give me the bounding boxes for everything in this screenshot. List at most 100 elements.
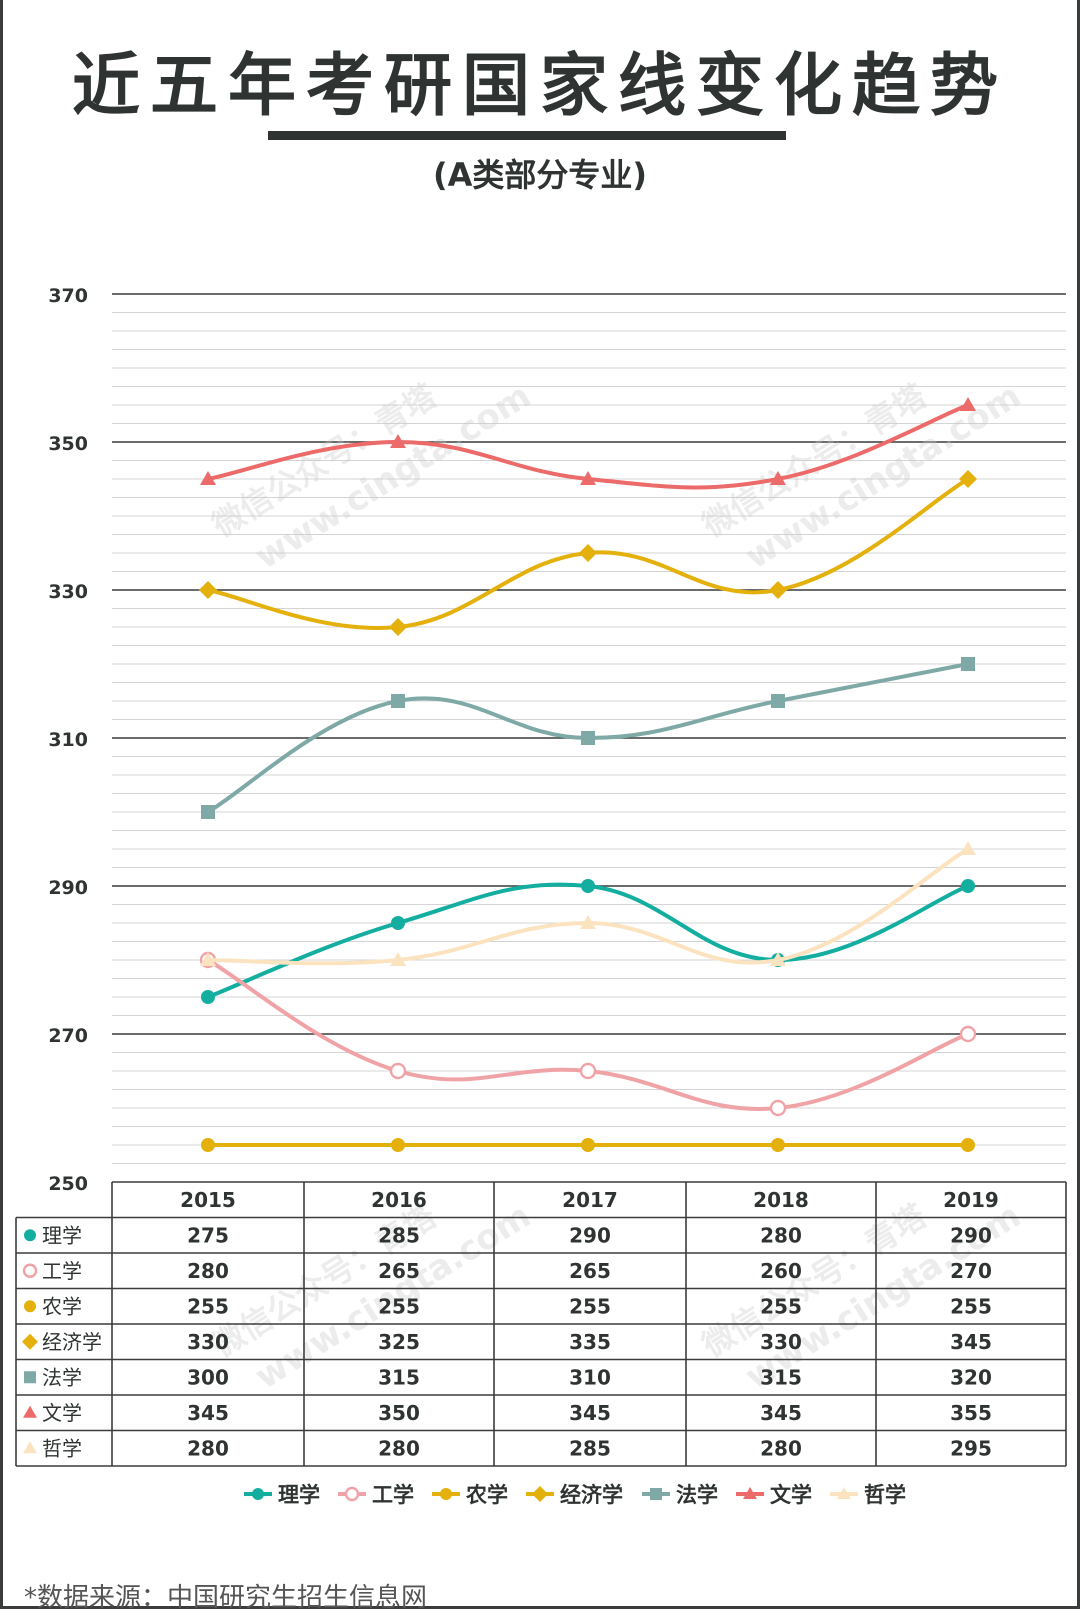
legend-label: 法学 (676, 1483, 718, 1507)
legend-label: 工学 (372, 1483, 414, 1507)
legend-marker (344, 1486, 360, 1502)
legend-label: 农学 (465, 1483, 508, 1507)
table-row-label: 哲学 (42, 1436, 82, 1460)
data-point (771, 694, 785, 708)
table-value-cell: 255 (378, 1294, 420, 1318)
table-value-cell: 280 (760, 1223, 802, 1247)
table-value-cell: 255 (760, 1294, 802, 1318)
table-value-cell: 310 (569, 1365, 611, 1389)
table-row-label: 文学 (42, 1401, 82, 1425)
data-point (771, 1138, 785, 1152)
table-value-cell: 280 (378, 1436, 420, 1460)
series-理学 (201, 879, 975, 1004)
data-point (391, 694, 405, 708)
legend-label: 哲学 (864, 1483, 906, 1507)
table-value-cell: 315 (378, 1365, 420, 1389)
table-row-marker (23, 1441, 37, 1454)
table-value-cell: 345 (950, 1330, 992, 1354)
series-哲学 (200, 841, 976, 966)
data-point (389, 1062, 407, 1080)
data-point (201, 990, 215, 1004)
data-point (391, 916, 405, 930)
data-point (389, 618, 407, 636)
title-underline (268, 131, 786, 140)
data-point (580, 915, 596, 929)
data-point (390, 952, 406, 966)
y-tick-label: 350 (48, 433, 88, 455)
data-point (770, 952, 786, 966)
table-value-cell: 325 (378, 1330, 420, 1354)
table-row-marker (22, 1263, 38, 1278)
y-tick-label: 370 (48, 285, 88, 307)
legend-label: 经济学 (560, 1483, 623, 1507)
y-tick-label: 250 (48, 1173, 88, 1195)
y-tick-label: 290 (48, 877, 88, 899)
table-value-cell: 295 (950, 1436, 992, 1460)
data-point (960, 841, 976, 855)
legend-label: 理学 (278, 1483, 320, 1507)
data-point (391, 1138, 405, 1152)
table-value-cell: 355 (950, 1401, 992, 1425)
data-point (201, 805, 215, 819)
series-农学 (201, 1138, 975, 1152)
data-point (579, 544, 597, 562)
table-row-label: 理学 (42, 1223, 82, 1247)
table-row-label: 农学 (42, 1294, 82, 1318)
table-value-cell: 255 (569, 1294, 611, 1318)
legend-marker (532, 1486, 548, 1502)
data-point (200, 471, 216, 485)
table-header-cell: 2017 (562, 1188, 618, 1212)
data-point (199, 581, 217, 599)
table-value-cell: 255 (950, 1294, 992, 1318)
chart-subtitle: (A类部分专业) (432, 156, 648, 194)
table-value-cell: 300 (187, 1365, 229, 1389)
data-point (959, 1025, 977, 1043)
y-tick-label: 310 (48, 729, 88, 751)
y-tick-label: 270 (48, 1025, 88, 1047)
table-value-cell: 330 (187, 1330, 229, 1354)
table-row-marker (24, 1371, 36, 1384)
series-文学 (200, 397, 976, 490)
table-value-cell: 280 (187, 1259, 229, 1283)
table-header-cell: 2018 (753, 1188, 809, 1212)
data-point (769, 1099, 787, 1117)
table-value-cell: 345 (760, 1401, 802, 1425)
legend: 理学 工学 农学 经济学 法学 文学 哲学 (244, 1483, 906, 1507)
table-value-cell: 280 (187, 1436, 229, 1460)
table-value-cell: 315 (760, 1365, 802, 1389)
data-table: 2015 2016 2017 2018 2019 理学 275 285 290 280 290 工学 2… (15, 1181, 1067, 1467)
table-value-cell: 320 (950, 1365, 992, 1389)
table-row-marker (24, 1229, 36, 1242)
table-row-label: 经济学 (42, 1330, 102, 1354)
table-value-cell: 265 (378, 1259, 420, 1283)
data-point (960, 397, 976, 411)
table-header-cell: 2019 (943, 1188, 999, 1212)
series-line (206, 847, 970, 966)
table-value-cell: 270 (950, 1259, 992, 1283)
table-value-cell: 330 (760, 1330, 802, 1354)
table-value-cell: 350 (378, 1401, 420, 1425)
data-point (961, 879, 975, 893)
chart-title: 近五年考研国家线变化趋势 (71, 47, 1008, 126)
data-point (390, 434, 406, 448)
table-row-marker (22, 1333, 38, 1350)
data-point (770, 471, 786, 485)
legend-label: 文学 (770, 1483, 812, 1507)
table-value-cell: 265 (569, 1259, 611, 1283)
table-row-marker (24, 1300, 36, 1313)
series-经济学 (199, 470, 977, 636)
table-row-label: 法学 (42, 1365, 82, 1389)
y-axis: 250 270 290 310 330 350 370 (48, 285, 88, 1195)
data-point (581, 1138, 595, 1152)
data-point (579, 1062, 597, 1080)
table-value-cell: 290 (950, 1223, 992, 1247)
data-point (959, 470, 977, 488)
data-point (200, 952, 216, 966)
y-tick-label: 330 (48, 581, 88, 603)
table-value-cell: 275 (187, 1223, 229, 1247)
data-point (961, 657, 975, 671)
data-point (769, 581, 787, 599)
table-value-cell: 285 (569, 1436, 611, 1460)
